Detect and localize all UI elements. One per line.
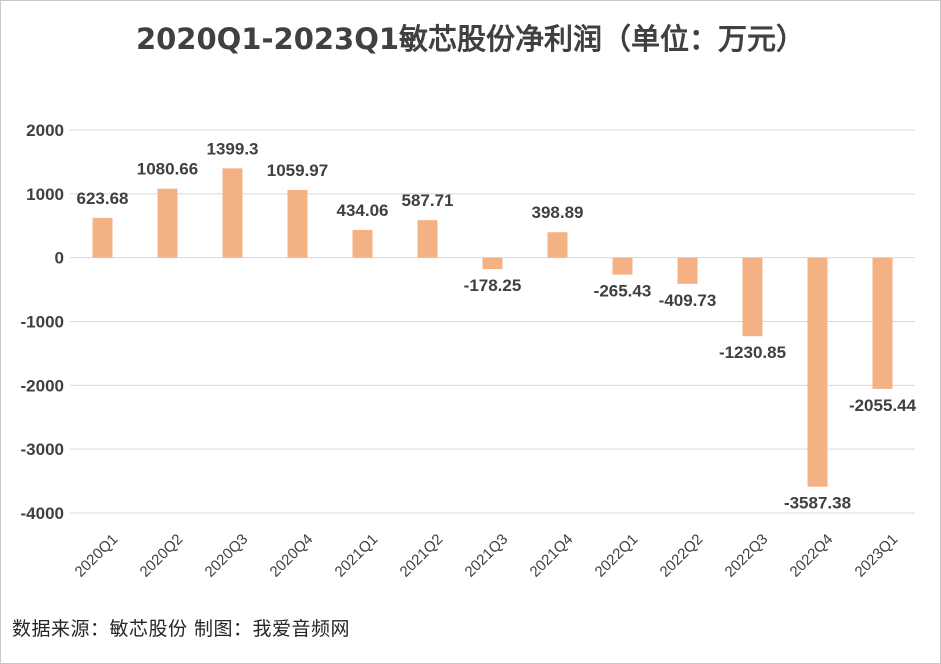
bar-2020Q2 [157,188,178,258]
x-tick-label: 2021Q3 [462,531,512,581]
y-tick-label: -2000 [21,376,64,395]
chart-title: 2020Q1-2023Q1敏芯股份净利润（单位：万元） [135,22,806,56]
bar-2020Q3 [222,168,243,258]
bar-2021Q2 [417,220,438,258]
data-label: -1230.85 [719,343,786,362]
data-label: 587.71 [402,191,454,210]
bar-2022Q2 [677,257,698,284]
y-tick-label: 0 [55,249,64,268]
y-tick-label: 1000 [26,185,64,204]
y-axis-ticks: 2000 1000 0 -1000 -2000 -3000 -4000 [21,121,64,523]
bar-2022Q4 [807,257,828,487]
data-label: 1399.3 [207,139,259,158]
data-label: -3587.38 [784,494,851,513]
y-tick-label: -4000 [21,504,64,523]
data-label: 434.06 [337,201,389,220]
y-tick-label: 2000 [26,121,64,140]
data-label: 1059.97 [267,161,328,180]
y-tick-label: -3000 [21,440,64,459]
x-tick-label: 2023Q1 [852,531,902,581]
x-tick-label: 2021Q1 [332,531,382,581]
bar-2021Q1 [352,229,373,258]
bar-2022Q1 [612,257,633,275]
x-tick-label: 2021Q2 [397,531,447,581]
bar-2021Q3 [482,257,503,270]
x-axis-ticks: 2020Q1 2020Q2 2020Q3 2020Q4 2021Q1 2021Q2 2021… [72,531,902,581]
x-tick-label: 2022Q1 [592,531,642,581]
data-label: 398.89 [532,203,584,222]
x-tick-label: 2020Q4 [267,531,317,581]
gridlines [70,129,915,514]
x-tick-label: 2021Q4 [527,531,577,581]
bar-2020Q1 [92,217,113,258]
bar-2021Q4 [547,232,568,258]
data-labels: 623.68 1080.66 1399.3 1059.97 434.06 587.71 -1… [77,139,917,512]
bar-2022Q3 [742,257,763,337]
x-tick-label: 2022Q2 [657,531,707,581]
data-label: -409.73 [659,291,717,310]
x-tick-label: 2022Q4 [787,531,837,581]
y-tick-label: -1000 [21,313,64,332]
x-tick-label: 2020Q3 [202,531,252,581]
x-tick-label: 2020Q1 [72,531,122,581]
data-label: 623.68 [77,189,129,208]
data-label: -265.43 [594,282,652,301]
source-note: 数据来源：敏芯股份 制图：我爱音频网 [12,618,351,640]
x-tick-label: 2022Q3 [722,531,772,581]
bar-2020Q4 [287,190,308,258]
data-label: 1080.66 [137,160,198,179]
x-tick-label: 2020Q2 [137,531,187,581]
bar-2023Q1 [872,257,893,389]
bars [92,168,893,487]
data-label: -178.25 [464,276,522,295]
data-label: -2055.44 [849,396,917,415]
